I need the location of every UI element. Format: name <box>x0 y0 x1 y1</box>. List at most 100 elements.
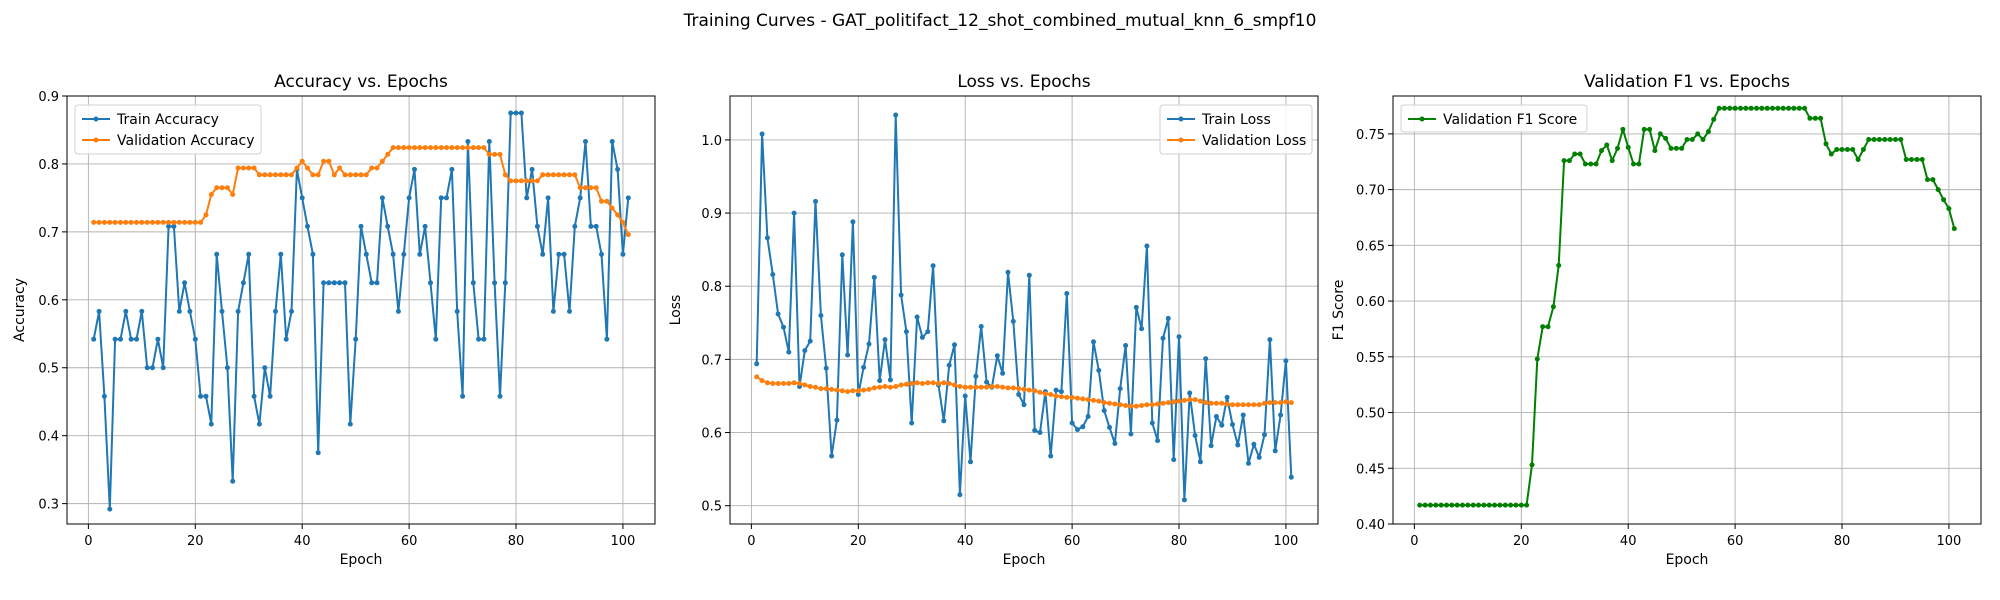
validation-accuracy-point <box>460 145 466 151</box>
validation-f1-score-point <box>1561 158 1567 164</box>
train-loss-point <box>1267 337 1273 343</box>
validation-f1-score-point <box>1417 502 1423 508</box>
validation-f1-score-point <box>1909 157 1914 162</box>
f1-y-tick-label: 0.65 <box>1356 239 1385 254</box>
train-accuracy-legend-label: Train Accuracy <box>116 112 219 128</box>
validation-accuracy-point <box>251 165 257 171</box>
validation-f1-score-point <box>1518 502 1524 508</box>
f1-y-tick-label: 0.45 <box>1356 462 1385 477</box>
validation-accuracy-point <box>470 145 476 151</box>
train-accuracy-point <box>422 223 428 229</box>
loss-x-axis-label: Epoch <box>1003 552 1046 568</box>
validation-loss-point <box>1251 402 1257 408</box>
train-loss-point <box>1075 427 1080 433</box>
train-loss-point <box>1283 358 1289 364</box>
train-accuracy-point <box>513 110 519 116</box>
validation-accuracy-point <box>529 178 535 184</box>
validation-f1-score-point <box>1775 105 1781 111</box>
validation-loss-point <box>946 381 952 386</box>
validation-accuracy-point <box>112 219 118 225</box>
validation-f1-score-point <box>1721 105 1727 111</box>
train-accuracy-point <box>310 251 316 257</box>
validation-loss-point <box>1026 387 1032 393</box>
validation-f1-score-point <box>1625 144 1631 150</box>
validation-accuracy-point <box>187 219 193 225</box>
validation-loss-point <box>893 384 899 389</box>
train-loss-point <box>1278 412 1284 418</box>
train-loss-point <box>1176 334 1182 340</box>
validation-accuracy-point <box>395 145 401 151</box>
validation-loss-point <box>1262 400 1267 406</box>
loss-x-tick-label: 20 <box>850 534 867 549</box>
train-accuracy-point <box>604 336 610 342</box>
train-loss-point <box>1048 453 1054 459</box>
f1-x-axis-label: Epoch <box>1666 552 1709 568</box>
train-accuracy-point <box>208 421 214 427</box>
accuracy-x-tick-label: 60 <box>401 534 418 549</box>
train-accuracy-point <box>593 223 599 229</box>
train-accuracy-point <box>428 280 433 286</box>
train-accuracy-point <box>438 195 444 201</box>
validation-loss-point <box>1010 385 1016 391</box>
validation-f1-score-point <box>1866 137 1872 142</box>
train-accuracy-point <box>524 195 530 201</box>
validation-loss-point <box>877 384 883 390</box>
validation-f1-score-point <box>1572 151 1578 157</box>
validation-loss-point <box>1256 402 1262 408</box>
train-loss-point <box>941 418 947 424</box>
validation-accuracy-point <box>331 172 337 178</box>
train-accuracy-point <box>273 308 278 314</box>
train-accuracy-point <box>150 365 155 371</box>
train-accuracy-point <box>315 450 321 456</box>
validation-loss-point <box>936 381 941 386</box>
validation-accuracy-point <box>337 165 343 171</box>
train-accuracy-point <box>363 251 369 257</box>
validation-f1-score-point <box>1839 147 1845 152</box>
validation-accuracy-point <box>465 145 471 151</box>
validation-loss-point <box>930 380 936 386</box>
validation-accuracy-point <box>224 185 230 191</box>
validation-f1-score-point <box>1807 115 1813 121</box>
train-accuracy-point <box>497 393 503 399</box>
validation-f1-score-point <box>1550 304 1556 310</box>
train-accuracy-point <box>123 308 129 314</box>
validation-loss-point <box>1149 402 1155 408</box>
accuracy-legend: Train Accuracy Validation Accuracy <box>74 104 262 155</box>
accuracy-y-axis-label: Accuracy <box>12 278 28 342</box>
f1-x-tick-label: 100 <box>1937 534 1962 549</box>
accuracy-x-tick-label: 20 <box>187 534 204 549</box>
train-loss-point <box>861 364 867 370</box>
train-loss-point <box>1144 243 1150 249</box>
validation-f1-score-legend-label: Validation F1 Score <box>1443 112 1577 128</box>
validation-loss-point <box>1107 400 1112 406</box>
train-accuracy-point <box>353 336 359 342</box>
validation-accuracy-point <box>567 172 572 178</box>
validation-accuracy-point <box>620 219 626 225</box>
validation-accuracy-point <box>481 145 487 151</box>
validation-loss-point <box>797 381 802 386</box>
validation-accuracy-point <box>353 172 359 178</box>
train-loss-point <box>1288 474 1294 480</box>
train-accuracy-point <box>192 336 198 342</box>
validation-loss-point <box>1288 400 1294 406</box>
train-loss-legend-marker <box>1178 116 1184 122</box>
train-loss-point <box>957 492 963 498</box>
train-loss-point <box>1165 315 1171 321</box>
validation-f1-score-point <box>1502 502 1508 508</box>
train-accuracy-point <box>305 223 310 229</box>
validation-f1-score-point <box>1481 502 1487 508</box>
train-loss-point <box>968 459 973 465</box>
validation-accuracy-point <box>203 212 209 218</box>
validation-accuracy-point <box>305 165 310 171</box>
validation-f1-score-point <box>1492 502 1498 508</box>
validation-loss-point <box>978 384 984 390</box>
train-loss-point <box>759 131 765 137</box>
validation-loss-point <box>1160 400 1166 406</box>
accuracy-y-tick-label: 0.3 <box>38 498 59 513</box>
validation-f1-score-point <box>1850 147 1856 152</box>
train-accuracy-point <box>599 251 604 257</box>
validation-f1-score-point <box>1876 137 1882 142</box>
validation-loss-point <box>1123 403 1129 408</box>
validation-accuracy-point <box>417 145 423 151</box>
validation-accuracy-point <box>101 219 107 225</box>
